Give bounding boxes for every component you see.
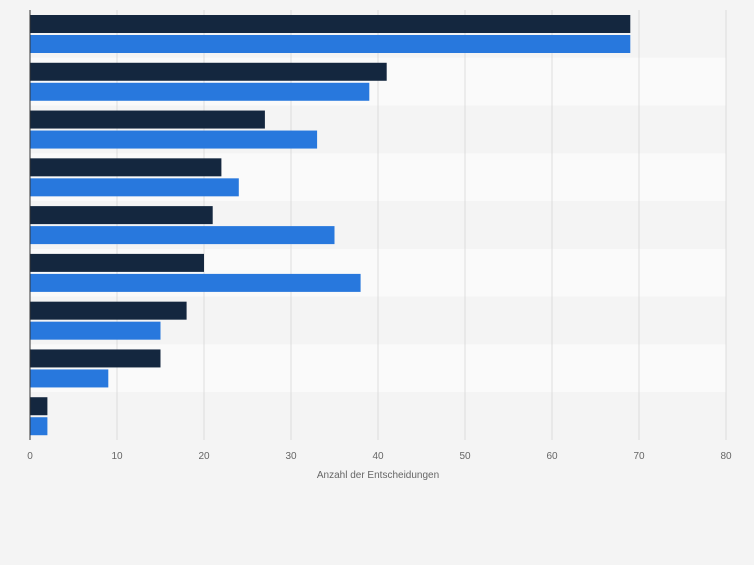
x-tick-label: 10 bbox=[111, 451, 123, 462]
x-tick-label: 30 bbox=[285, 451, 297, 462]
bar bbox=[30, 110, 265, 129]
bar bbox=[30, 226, 335, 245]
bar bbox=[30, 273, 361, 292]
bar bbox=[30, 417, 48, 436]
x-tick-label: 20 bbox=[198, 451, 210, 462]
bar bbox=[30, 301, 187, 320]
bar bbox=[30, 15, 631, 33]
bar bbox=[30, 349, 161, 368]
bar bbox=[30, 206, 213, 225]
bar bbox=[30, 130, 318, 149]
bar bbox=[30, 253, 204, 272]
bar bbox=[30, 62, 387, 81]
x-axis-ticks: 0 10 20 30 40 50 60 70 80 bbox=[27, 451, 732, 462]
bar bbox=[30, 178, 239, 197]
bars bbox=[30, 15, 631, 436]
bar bbox=[30, 35, 631, 53]
gridlines bbox=[116, 10, 727, 440]
bar bbox=[30, 158, 222, 177]
x-tick-label: 60 bbox=[546, 451, 558, 462]
bar bbox=[30, 397, 48, 416]
x-axis-title: Anzahl der Entscheidungen bbox=[317, 470, 439, 481]
x-tick-label: 50 bbox=[459, 451, 471, 462]
x-tick-label: 0 bbox=[27, 451, 33, 462]
bar bbox=[30, 369, 109, 388]
x-tick-label: 40 bbox=[372, 451, 384, 462]
bar bbox=[30, 321, 161, 340]
x-tick-label: 80 bbox=[720, 451, 732, 462]
bar bbox=[30, 82, 370, 101]
x-tick-label: 70 bbox=[633, 451, 645, 462]
